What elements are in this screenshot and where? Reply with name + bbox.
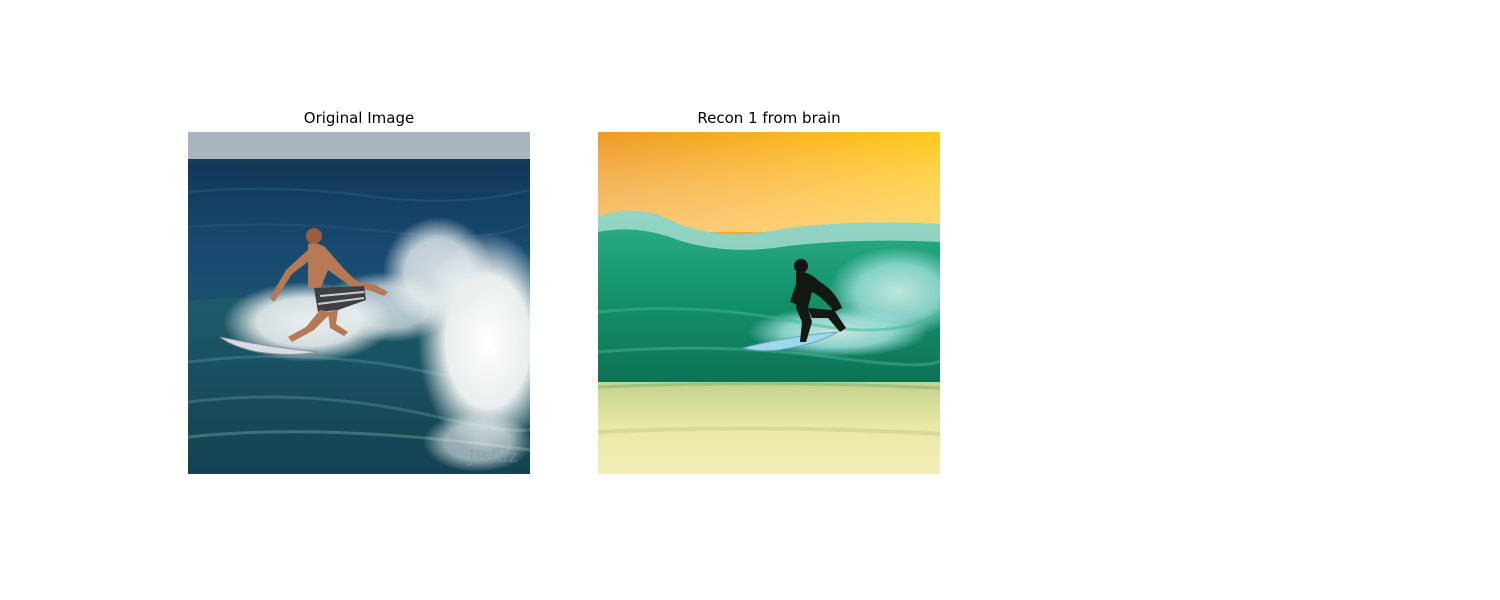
recon-surf-image: [598, 132, 940, 474]
original-surf-image: Jisfilz: [188, 132, 530, 474]
panel-title: Original Image: [303, 109, 415, 127]
watermark-text: Jisfilz: [466, 446, 517, 467]
panel-recon-image: Recon 1 from brain: [598, 108, 940, 474]
panel-title: Recon 1 from brain: [697, 109, 841, 127]
panel-original-image: Original Image: [188, 108, 530, 474]
